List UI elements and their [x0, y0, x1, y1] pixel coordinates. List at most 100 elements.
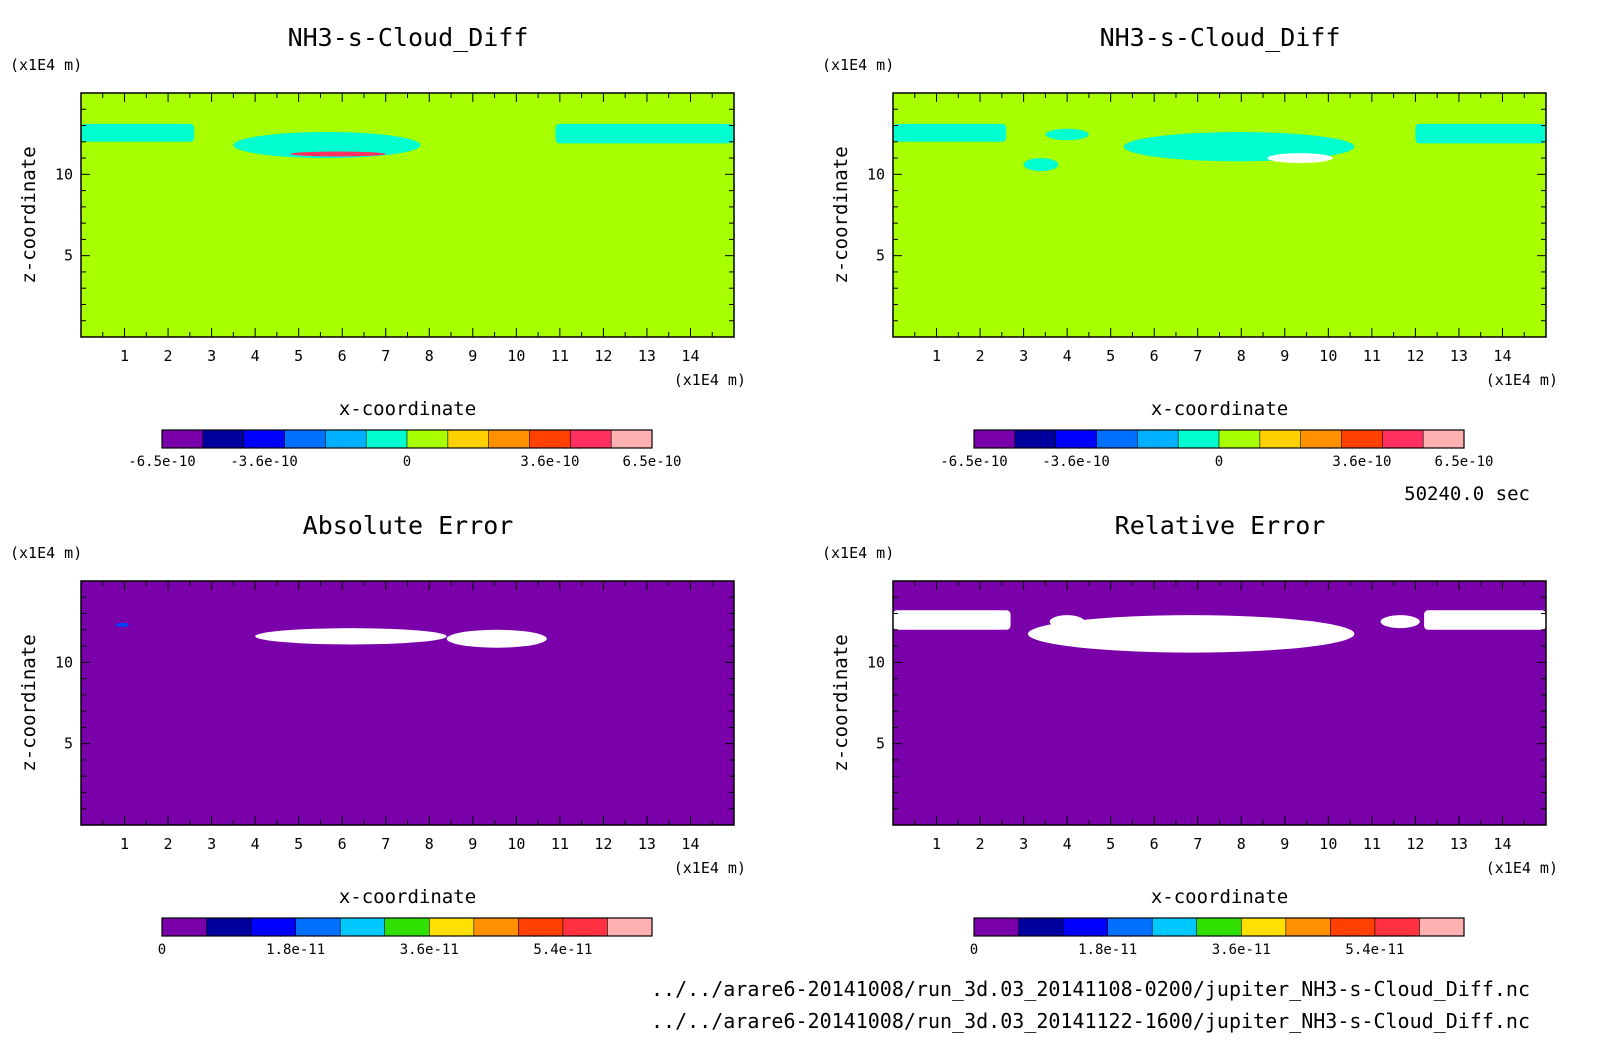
feature-5: [1267, 153, 1333, 163]
y-axis-label: z-coordinate: [830, 634, 852, 771]
x-tick-label: 6: [338, 347, 347, 365]
y-axis-label: z-coordinate: [18, 146, 40, 283]
colorbar-swatch: [295, 918, 341, 936]
feature-2: [255, 628, 447, 645]
heatmap-features: [893, 123, 1546, 172]
chart-title: Absolute Error: [303, 511, 514, 540]
colorbar-tick-label: 6.5e-10: [622, 454, 681, 470]
x-tick-label: 7: [381, 835, 390, 853]
feature-1: [115, 622, 129, 627]
colorbar-tick-label: 3.6e-10: [1332, 454, 1391, 470]
colorbar-swatch: [1419, 918, 1465, 936]
colorbar-swatch: [243, 430, 285, 448]
colorbar-swatch: [447, 430, 490, 448]
y-tick-label: 5: [64, 247, 73, 265]
colorbar-tick-label: 0: [970, 942, 978, 958]
feature-3: [446, 629, 547, 648]
colorbar-tick-label: 5.4e-11: [533, 942, 592, 958]
x-tick-label: 6: [338, 835, 347, 853]
x-tick-label: 1: [932, 835, 941, 853]
x-unit-label: (x1E4 m): [674, 371, 746, 389]
x-tick-label: 5: [1106, 347, 1115, 365]
colorbar-swatch: [1285, 918, 1331, 936]
x-tick-label: 12: [1406, 835, 1424, 853]
x-tick-label: 1: [120, 835, 129, 853]
colorbar-tick-label: 0: [158, 942, 166, 958]
colorbar-tick-label: 0: [403, 454, 411, 470]
x-tick-label: 9: [468, 347, 477, 365]
x-tick-label: 10: [507, 347, 525, 365]
colorbar-swatch: [1063, 918, 1109, 936]
x-tick-label: 2: [164, 347, 173, 365]
x-tick-label: 8: [425, 347, 434, 365]
x-unit-label: (x1E4 m): [1486, 859, 1558, 877]
colorbar-swatch: [1152, 918, 1198, 936]
feature-3: [1027, 615, 1355, 653]
colorbar-swatch: [607, 918, 653, 936]
x-tick-label: 4: [1063, 835, 1072, 853]
colorbar-tick-label: -3.6e-10: [230, 454, 297, 470]
colorbar-tick-label: 3.6e-10: [520, 454, 579, 470]
y-unit-label: (x1E4 m): [822, 544, 894, 562]
colorbar-swatch: [529, 430, 571, 448]
colorbar-swatch: [1341, 430, 1383, 448]
colorbar-swatch: [325, 430, 367, 448]
x-tick-label: 2: [976, 835, 985, 853]
heatmap-field: [81, 581, 734, 825]
x-tick-label: 2: [976, 347, 985, 365]
colorbar-swatch: [206, 918, 252, 936]
chart-title: NH3-s-Cloud_Diff: [1100, 23, 1341, 52]
x-tick-label: 14: [1493, 347, 1511, 365]
x-tick-label: 5: [294, 347, 303, 365]
y-tick-label: 10: [867, 653, 885, 671]
y-tick-label: 5: [64, 735, 73, 753]
x-tick-label: 13: [1450, 835, 1468, 853]
y-tick-label: 10: [867, 165, 885, 183]
colorbar-swatch: [384, 918, 430, 936]
x-tick-label: 10: [1319, 835, 1337, 853]
x-axis-label: x-coordinate: [1151, 398, 1288, 420]
feature-4: [555, 123, 734, 144]
colorbar-tick-label: -3.6e-10: [1042, 454, 1109, 470]
x-tick-label: 12: [1406, 347, 1424, 365]
y-axis-label: z-coordinate: [18, 634, 40, 771]
x-tick-label: 7: [381, 347, 390, 365]
x-tick-label: 11: [551, 347, 569, 365]
chart-panel-3: Absolute Error(x1E4 m)1 2 3 4 5 6 7 8 9 10 11 12 13 1…: [10, 511, 746, 958]
x-tick-label: 14: [1493, 835, 1511, 853]
colorbar-swatch: [340, 918, 386, 936]
colorbar-swatch: [473, 918, 519, 936]
feature-2: [233, 132, 421, 159]
y-tick-label: 5: [876, 735, 885, 753]
x-tick-label: 3: [207, 835, 216, 853]
colorbar-swatch: [1196, 918, 1242, 936]
colorbar-swatch: [366, 430, 408, 448]
x-tick-label: 6: [1150, 347, 1159, 365]
x-tick-label: 3: [1019, 347, 1028, 365]
feature-5: [1424, 610, 1546, 630]
x-tick-label: 9: [1280, 347, 1289, 365]
colorbar-swatch: [407, 430, 449, 448]
file-path-2: ../../arare6-20141008/run_3d.03_20141122…: [651, 1009, 1530, 1033]
colorbar: 0 1.8e-11 3.6e-11 5.4e-11: [970, 917, 1465, 958]
colorbar-swatch: [1423, 430, 1465, 448]
x-tick-label: 8: [425, 835, 434, 853]
feature-1: [893, 610, 1011, 630]
x-tick-label: 14: [681, 835, 699, 853]
colorbar-swatch: [1300, 430, 1342, 448]
colorbar-swatch: [1374, 918, 1420, 936]
colorbar-swatch: [974, 430, 1016, 448]
x-axis-label: x-coordinate: [339, 398, 476, 420]
colorbar-swatch: [1178, 430, 1220, 448]
colorbar: -6.5e-10 -3.6e-10 0 3.6e-10 6.5e-10: [128, 429, 682, 470]
y-tick-label: 10: [55, 165, 73, 183]
x-tick-label: 10: [507, 835, 525, 853]
y-tick-label: 10: [55, 653, 73, 671]
x-tick-label: 11: [551, 835, 569, 853]
x-tick-label: 14: [681, 347, 699, 365]
x-tick-label: 12: [594, 347, 612, 365]
colorbar: -6.5e-10 -3.6e-10 0 3.6e-10 6.5e-10: [940, 429, 1494, 470]
x-unit-label: (x1E4 m): [674, 859, 746, 877]
x-tick-label: 5: [1106, 835, 1115, 853]
